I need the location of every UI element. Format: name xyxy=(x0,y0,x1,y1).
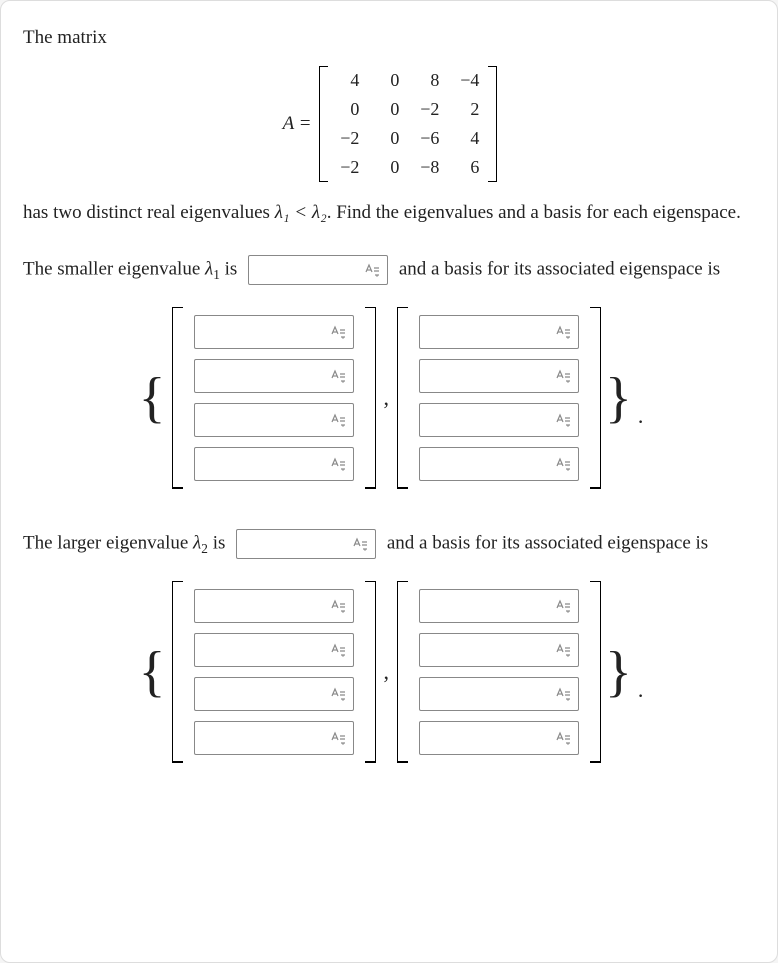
brace-close-icon: } xyxy=(605,644,632,700)
;equation-editor-icon xyxy=(556,731,572,745)
vector-2a-entry-2[interactable] xyxy=(194,633,354,667)
bracket-left-icon xyxy=(397,581,407,763)
q1-line: The smaller eigenvalue λ1 is and a basis… xyxy=(23,255,757,285)
q2-line: The larger eigenvalue λ2 is and a basis … xyxy=(23,529,757,559)
matrix-cell: −6 xyxy=(417,126,439,151)
matrix-cell: 0 xyxy=(337,97,359,122)
vector-2a xyxy=(186,581,362,763)
equation-editor-icon xyxy=(556,599,572,613)
matrix-cell: −8 xyxy=(417,155,439,180)
bracket-right-icon xyxy=(366,581,376,763)
equation-editor-icon xyxy=(331,413,347,427)
vector-comma: , xyxy=(384,657,390,688)
equation-editor-icon xyxy=(331,643,347,657)
equation-editor-icon xyxy=(331,599,347,613)
q2-label: The larger eigenvalue xyxy=(23,532,193,553)
q1-label: The smaller eigenvalue xyxy=(23,258,205,279)
bracket-left-icon xyxy=(319,66,327,183)
set-period: . xyxy=(638,401,644,432)
equation-editor-icon xyxy=(331,731,347,745)
lambda-subscript: 2 xyxy=(201,541,208,556)
equation-editor-icon xyxy=(331,369,347,383)
set-period: . xyxy=(638,675,644,706)
bracket-left-icon xyxy=(172,307,182,489)
brace-open-icon: { xyxy=(137,370,168,426)
equation-editor-icon xyxy=(331,457,347,471)
matrix-cell: −2 xyxy=(337,155,359,180)
bracket-right-icon xyxy=(591,307,601,489)
lambda-symbol: λ xyxy=(205,258,213,279)
prompt-text: has two distinct real eigenvalues λ₁ < λ… xyxy=(23,200,757,227)
vector-2b xyxy=(411,581,587,763)
bracket-left-icon xyxy=(397,307,407,489)
matrix-cell: −2 xyxy=(337,126,359,151)
equation-editor-icon xyxy=(331,687,347,701)
matrix-cell: 4 xyxy=(337,68,359,93)
vector-2a-entry-3[interactable] xyxy=(194,677,354,711)
matrix-grid: 4 0 8 −4 0 0 −2 2 −2 0 −6 4 −2 0 −8 6 xyxy=(327,66,489,183)
q2-mid: is xyxy=(208,532,230,553)
vector-1a-entry-4[interactable] xyxy=(194,447,354,481)
matrix-cell: 4 xyxy=(457,126,479,151)
matrix-A: 4 0 8 −4 0 0 −2 2 −2 0 −6 4 −2 0 −8 6 xyxy=(319,66,497,183)
matrix-cell: 8 xyxy=(417,68,439,93)
matrix-equation: A = 4 0 8 −4 0 0 −2 2 −2 0 −6 4 −2 0 −8 … xyxy=(23,66,757,183)
vector-2a-entry-4[interactable] xyxy=(194,721,354,755)
matrix-cell: −2 xyxy=(417,97,439,122)
q2-after: and a basis for its associated eigenspac… xyxy=(387,532,708,553)
equation-editor-icon xyxy=(556,413,572,427)
basis-set-1: { , } . xyxy=(23,307,757,489)
eigenvalue-1-input[interactable] xyxy=(248,255,388,285)
vector-1b-entry-4[interactable] xyxy=(419,447,579,481)
vector-1b-entry-1[interactable] xyxy=(419,315,579,349)
matrix-lhs: A = xyxy=(283,111,312,138)
bracket-left-icon xyxy=(172,581,182,763)
vector-1a-entry-3[interactable] xyxy=(194,403,354,437)
vector-comma: , xyxy=(384,383,390,414)
vector-1a xyxy=(186,307,362,489)
equation-editor-icon xyxy=(353,537,369,551)
vector-1a-entry-2[interactable] xyxy=(194,359,354,393)
vector-2b-entry-3[interactable] xyxy=(419,677,579,711)
brace-close-icon: } xyxy=(605,370,632,426)
matrix-cell: 0 xyxy=(377,97,399,122)
matrix-cell: 0 xyxy=(377,126,399,151)
q1-after: and a basis for its associated eigenspac… xyxy=(399,258,720,279)
bracket-right-icon xyxy=(591,581,601,763)
vector-2b-entry-4[interactable] xyxy=(419,721,579,755)
bracket-right-icon xyxy=(489,66,497,183)
vector-1b-entry-3[interactable] xyxy=(419,403,579,437)
equation-editor-icon xyxy=(556,687,572,701)
equation-editor-icon xyxy=(556,325,572,339)
equation-editor-icon xyxy=(556,369,572,383)
equation-editor-icon xyxy=(365,263,381,277)
matrix-cell: −4 xyxy=(457,68,479,93)
vector-1b-entry-2[interactable] xyxy=(419,359,579,393)
q1-mid: is xyxy=(220,258,242,279)
matrix-cell: 6 xyxy=(457,155,479,180)
prompt-part: has two distinct real eigenvalues xyxy=(23,202,275,223)
vector-1a-entry-1[interactable] xyxy=(194,315,354,349)
lambda-subscript: 1 xyxy=(213,267,220,282)
matrix-cell: 2 xyxy=(457,97,479,122)
eigenvalue-2-input[interactable] xyxy=(236,529,376,559)
vector-1b xyxy=(411,307,587,489)
brace-open-icon: { xyxy=(137,644,168,700)
vector-2b-entry-1[interactable] xyxy=(419,589,579,623)
matrix-cell: 0 xyxy=(377,155,399,180)
equation-editor-icon xyxy=(331,325,347,339)
basis-set-2: { , } . xyxy=(23,581,757,763)
lambda-inequality: λ₁ < λ₂ xyxy=(275,202,327,223)
vector-2a-entry-1[interactable] xyxy=(194,589,354,623)
bracket-right-icon xyxy=(366,307,376,489)
prompt-part: . Find the eigenvalues and a basis for e… xyxy=(327,202,741,223)
intro-text: The matrix xyxy=(23,25,757,52)
equation-editor-icon xyxy=(556,457,572,471)
question-card: The matrix A = 4 0 8 −4 0 0 −2 2 −2 0 −6… xyxy=(0,0,778,963)
matrix-cell: 0 xyxy=(377,68,399,93)
equation-editor-icon xyxy=(556,643,572,657)
vector-2b-entry-2[interactable] xyxy=(419,633,579,667)
